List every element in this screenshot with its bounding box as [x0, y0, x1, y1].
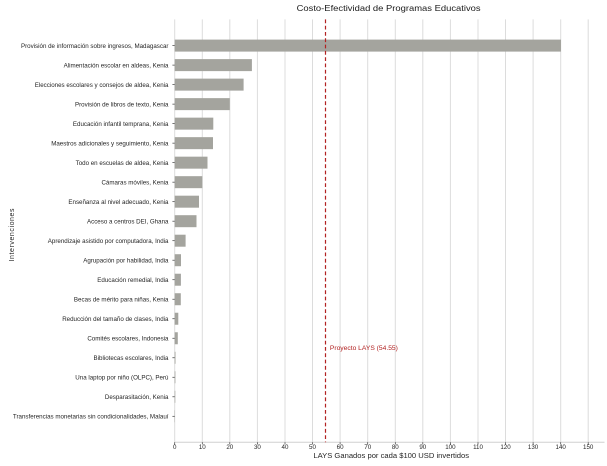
svg-text:100: 100: [445, 444, 456, 451]
svg-text:Agrupación por habilidad, Indi: Agrupación por habilidad, India: [83, 257, 169, 264]
svg-text:110: 110: [473, 444, 483, 451]
svg-text:50: 50: [309, 444, 316, 451]
svg-text:80: 80: [392, 444, 399, 451]
svg-text:Educación remedial, India: Educación remedial, India: [97, 277, 169, 284]
svg-text:Reducción del tamaño de clases: Reducción del tamaño de clases, India: [62, 316, 169, 323]
svg-text:Maestros adicionales y seguimi: Maestros adicionales y seguimiento, Keni…: [51, 140, 169, 147]
svg-text:Transferencias monetarias sin: Transferencias monetarias sin condiciona…: [13, 413, 169, 420]
svg-text:Una laptop por niño (OLPC), Pe: Una laptop por niño (OLPC), Perú: [75, 374, 169, 381]
svg-text:150: 150: [583, 444, 594, 451]
svg-text:Alimentación escolar en aldeas: Alimentación escolar en aldeas, Kenia: [64, 62, 169, 69]
svg-text:Enseñanza al nivel adecuado, K: Enseñanza al nivel adecuado, Kenia: [68, 199, 169, 206]
svg-text:60: 60: [337, 444, 344, 451]
svg-text:LAYS Ganados por cada $100 USD: LAYS Ganados por cada $100 USD invertido…: [313, 453, 469, 460]
svg-text:Aprendizaje asistido por compu: Aprendizaje asistido por computadora, In…: [48, 238, 169, 245]
svg-text:Comités escolares, Indonesia: Comités escolares, Indonesia: [87, 335, 169, 342]
svg-text:Provisión de información sobre: Provisión de información sobre ingresos,…: [21, 43, 169, 50]
svg-text:0: 0: [173, 444, 177, 451]
svg-text:Becas de mérito para niñas, Ke: Becas de mérito para niñas, Kenia: [74, 296, 169, 303]
svg-text:Costo-Efectividad de Programas: Costo-Efectividad de Programas Educativo…: [297, 3, 481, 13]
svg-text:Elecciones escolares y consejo: Elecciones escolares y consejos de aldea…: [35, 82, 169, 89]
svg-text:Intervenciones: Intervenciones: [9, 208, 16, 262]
svg-text:Educación infantil temprana, K: Educación infantil temprana, Kenia: [73, 121, 169, 128]
svg-text:130: 130: [528, 444, 539, 451]
svg-text:Acceso a centros DEI, Ghana: Acceso a centros DEI, Ghana: [87, 218, 169, 225]
svg-text:120: 120: [500, 444, 511, 451]
svg-text:70: 70: [364, 444, 371, 451]
svg-text:30: 30: [254, 444, 261, 451]
svg-text:Cámaras móviles, Kenia: Cámaras móviles, Kenia: [101, 179, 169, 186]
svg-text:Proyecto LAYS (54.55): Proyecto LAYS (54.55): [330, 345, 398, 352]
svg-text:Provisión de libros de texto,: Provisión de libros de texto, Kenia: [75, 101, 169, 108]
svg-text:Bibliotecas escolares, India: Bibliotecas escolares, India: [94, 355, 170, 362]
svg-text:140: 140: [556, 444, 567, 451]
svg-text:10: 10: [199, 444, 206, 451]
svg-text:40: 40: [282, 444, 289, 451]
svg-text:Desparasitación, Kenia: Desparasitación, Kenia: [105, 394, 169, 401]
svg-text:20: 20: [226, 444, 233, 451]
svg-text:Todo en escuelas de aldea, Ken: Todo en escuelas de aldea, Kenia: [76, 160, 169, 167]
svg-text:90: 90: [419, 444, 426, 451]
